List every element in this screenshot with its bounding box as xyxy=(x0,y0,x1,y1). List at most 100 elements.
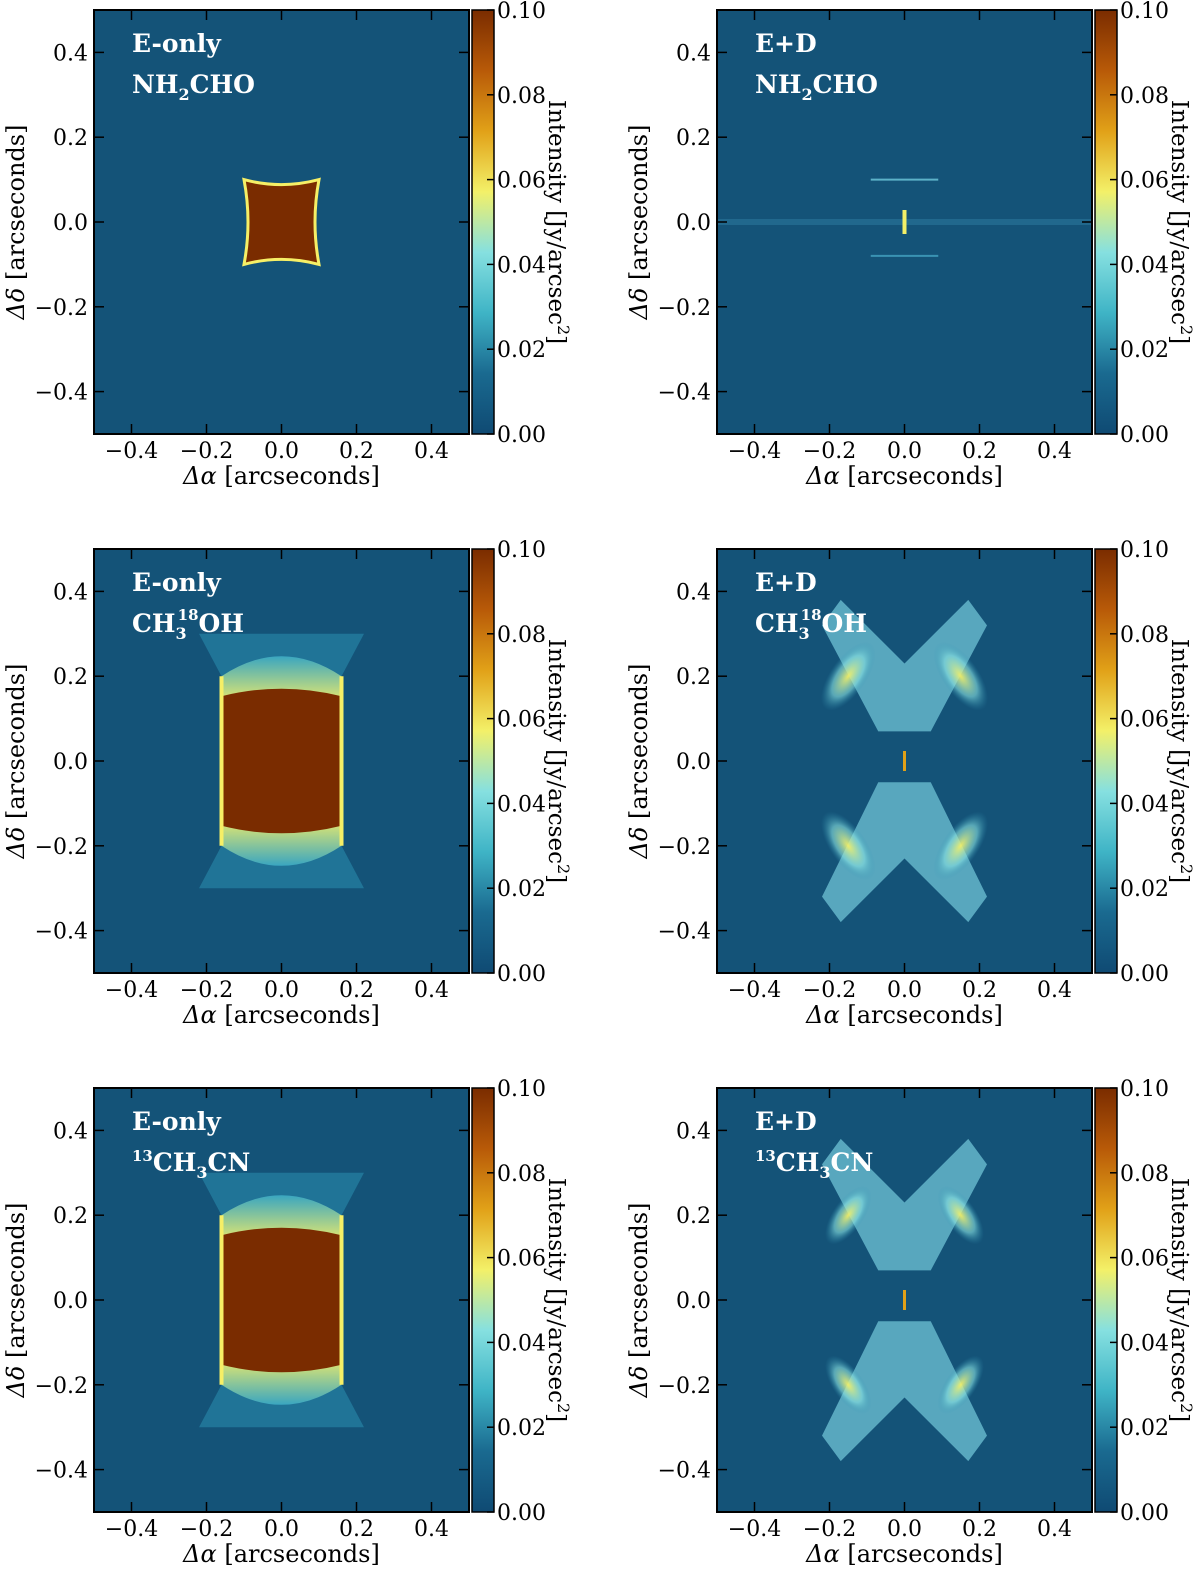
colorbar-frame xyxy=(1094,1087,1118,1513)
colorbar-frame xyxy=(1094,548,1118,974)
colorbar-tick-label: 0.06 xyxy=(1120,1247,1169,1272)
x-tick-label: 0.0 xyxy=(264,1517,299,1542)
y-tick-label: −0.4 xyxy=(658,920,711,945)
y-axis-label: Δδ [arcseconds] xyxy=(625,664,653,860)
panel-molecule-label: 13CH3CN xyxy=(755,1147,873,1182)
panel-model-label: E-only xyxy=(132,568,222,597)
colorbar-tick-label: 0.00 xyxy=(1120,1501,1169,1526)
colorbar-tick-label: 0.08 xyxy=(1120,623,1169,648)
y-tick-label: 0.4 xyxy=(676,580,711,605)
x-tick-label: 0.0 xyxy=(264,978,299,1003)
colorbar-tick-label: 0.08 xyxy=(497,623,546,648)
emission-wing-top xyxy=(822,1138,987,1271)
y-tick-label: −0.4 xyxy=(658,1459,711,1484)
y-axis-label: Δδ [arcseconds] xyxy=(2,125,30,321)
panel-molecule-label: NH2CHO xyxy=(755,70,878,104)
panel-middle-left: −0.4 −0.2 0.0 0.2 0.4 −0.4 −0.2 0.0 0.2 0.4 Δα [ar… xyxy=(2,538,573,1029)
colorbar-frame xyxy=(471,548,495,974)
colorbar-tick-label: 0.02 xyxy=(497,338,546,363)
panel-middle-right: −0.4 −0.2 0.0 0.2 0.4 −0.4 −0.2 0.0 0.2 0.4 Δα [ar… xyxy=(625,538,1196,1029)
colorbar-tick-label: 0.06 xyxy=(497,708,546,733)
panel-model-label: E+D xyxy=(755,568,817,597)
colorbar-frame xyxy=(471,1087,495,1513)
x-tick-label: 0.0 xyxy=(887,439,922,464)
colorbar-tick-label: 0.06 xyxy=(1120,169,1169,194)
heatmap-emission xyxy=(199,1172,364,1428)
x-tick-label: −0.4 xyxy=(105,1517,158,1542)
colorbar-frame xyxy=(1094,9,1118,435)
emission-wing-peak xyxy=(937,1185,984,1245)
x-tick-label: 0.2 xyxy=(339,1517,374,1542)
colorbar-tick-label: 0.08 xyxy=(497,1162,546,1187)
panel-model-label: E+D xyxy=(755,29,817,58)
colorbar-tick-label: 0.00 xyxy=(497,1501,546,1526)
emission-cone-top xyxy=(199,633,364,677)
panel-model-label: E-only xyxy=(132,29,222,58)
panel-model-label: E+D xyxy=(755,1107,817,1136)
y-tick-label: 0.4 xyxy=(53,41,88,66)
colorbar-tick-label: 0.00 xyxy=(1120,962,1169,987)
colorbar-tick-label: 0.02 xyxy=(497,1416,546,1441)
emission-center-spike xyxy=(903,751,906,771)
colorbar xyxy=(472,1088,494,1512)
emission-wing-peak xyxy=(820,811,876,881)
colorbar-tick-label: 0.10 xyxy=(1120,0,1169,24)
colorbar-tick-label: 0.10 xyxy=(1120,538,1169,563)
colorbar xyxy=(1095,549,1117,973)
x-axis-label: Δα [arcseconds] xyxy=(182,1001,380,1029)
y-tick-label: 0.4 xyxy=(53,1119,88,1144)
x-tick-label: −0.2 xyxy=(803,978,856,1003)
emission-wing-peak xyxy=(820,641,876,711)
colorbar xyxy=(1095,1088,1117,1512)
y-tick-label: 0.2 xyxy=(676,665,711,690)
x-tick-label: 0.0 xyxy=(887,978,922,1003)
y-tick-label: 0.0 xyxy=(676,750,711,775)
emission-cone-bottom xyxy=(199,1384,364,1428)
x-tick-label: −0.2 xyxy=(180,978,233,1003)
y-tick-label: −0.2 xyxy=(658,296,711,321)
colorbar-label: Intensity [Jy/arcsec2] xyxy=(1166,100,1196,344)
heatmap-emission xyxy=(717,178,1092,257)
x-tick-label: 0.4 xyxy=(1037,1517,1072,1542)
colorbar-tick-label: 0.08 xyxy=(1120,1162,1169,1187)
x-tick-label: −0.4 xyxy=(728,1517,781,1542)
colorbar xyxy=(1095,10,1117,434)
colorbar-tick-label: 0.02 xyxy=(1120,877,1169,902)
colorbar-label: Intensity [Jy/arcsec2] xyxy=(543,1178,573,1422)
y-tick-label: −0.4 xyxy=(658,381,711,406)
emission-saturated-core xyxy=(242,177,321,267)
x-axis-label: Δα [arcseconds] xyxy=(805,1001,1003,1029)
emission-wing-peak xyxy=(937,1355,984,1415)
panel-molecule-label: CH318OH xyxy=(755,606,867,643)
emission-wing-bottom xyxy=(822,1321,987,1462)
x-axis-label: Δα [arcseconds] xyxy=(182,462,380,490)
colorbar-label: Intensity [Jy/arcsec2] xyxy=(1166,639,1196,883)
colorbar-tick-label: 0.04 xyxy=(497,1331,546,1356)
colorbar-tick-label: 0.02 xyxy=(497,877,546,902)
y-tick-label: 0.0 xyxy=(676,211,711,236)
y-axis-label: Δδ [arcseconds] xyxy=(625,1203,653,1399)
y-axis-label: Δδ [arcseconds] xyxy=(2,1203,30,1399)
x-axis-label: Δα [arcseconds] xyxy=(805,1540,1003,1568)
emission-saturated-core xyxy=(221,1227,342,1373)
x-tick-label: 0.2 xyxy=(962,439,997,464)
colorbar-tick-label: 0.04 xyxy=(497,253,546,278)
x-axis-label: Δα [arcseconds] xyxy=(182,1540,380,1568)
heatmap-emission xyxy=(242,177,321,267)
colorbar xyxy=(472,10,494,434)
emission-cone-bottom xyxy=(199,845,364,889)
x-tick-label: −0.4 xyxy=(728,978,781,1003)
heatmap-emission xyxy=(822,1138,987,1462)
emission-wing-peak xyxy=(933,811,989,881)
x-tick-label: −0.2 xyxy=(180,439,233,464)
colorbar xyxy=(472,549,494,973)
panel-top-left: −0.4 −0.2 0.0 0.2 0.4 −0.4 −0.2 0.0 0.2 0.4 Δα [ar… xyxy=(2,0,573,490)
x-tick-label: 0.0 xyxy=(264,439,299,464)
colorbar-label: Intensity [Jy/arcsec2] xyxy=(1166,1178,1196,1422)
y-tick-label: 0.2 xyxy=(676,126,711,151)
x-tick-label: −0.4 xyxy=(105,978,158,1003)
colorbar-tick-label: 0.04 xyxy=(497,792,546,817)
emission-center-spike xyxy=(903,1290,906,1310)
colorbar-tick-label: 0.04 xyxy=(1120,792,1169,817)
